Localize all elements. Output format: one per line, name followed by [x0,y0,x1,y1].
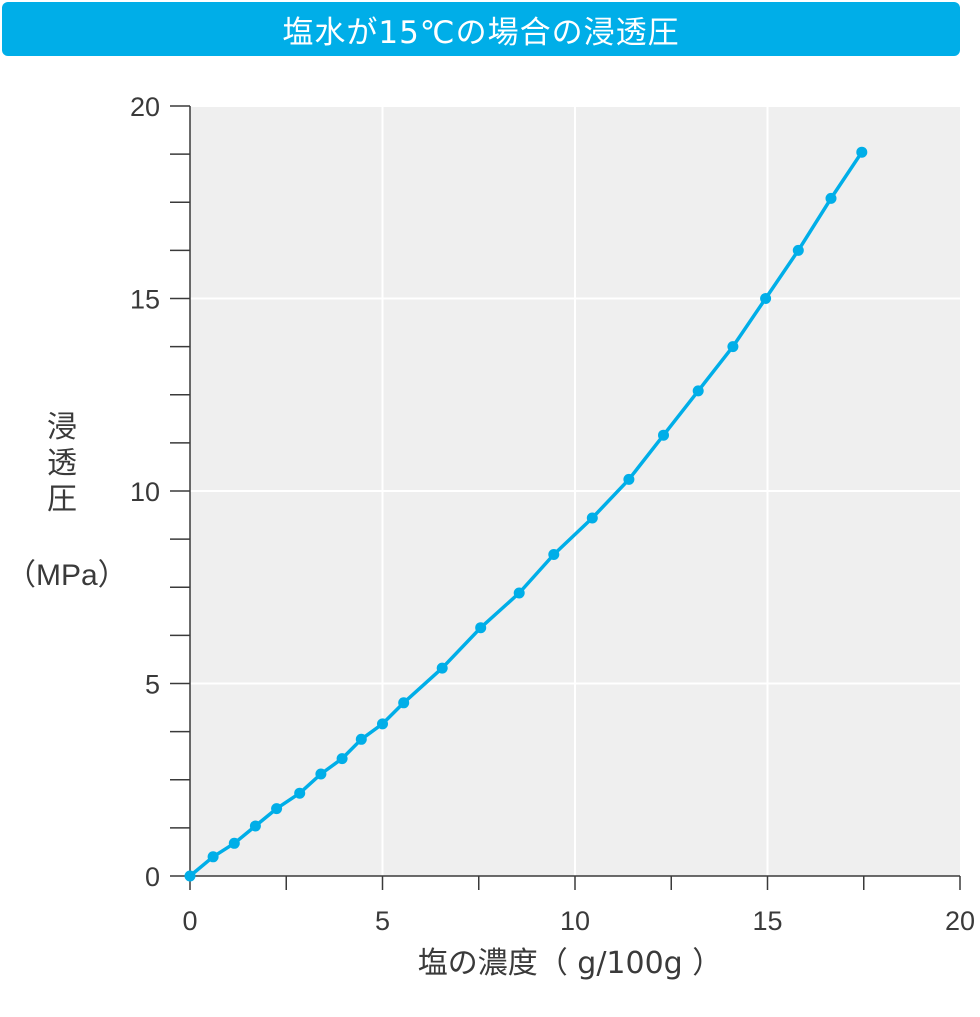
x-tick-label: 0 [182,906,197,936]
y-axis-title-block: 浸透圧 （MPa） [6,410,128,594]
data-point [727,341,739,353]
data-point [548,549,560,560]
data-point [184,870,196,882]
data-series [184,146,868,882]
data-point [586,512,598,524]
data-point [658,429,669,441]
data-point [513,587,525,599]
chart-title: 塩水が15℃の場合の浸透圧 [282,14,680,51]
data-point [271,803,283,815]
y-axis-unit: （MPa） [6,559,128,592]
data-point [692,385,704,397]
y-tick-label: 0 [145,862,160,892]
data-point [436,662,448,674]
x-tick-label: 10 [560,906,590,936]
title-banner: 塩水が15℃の場合の浸透圧 [2,2,960,56]
data-point [398,697,410,709]
tick-labels: 0 5 10 15 20 0 5 10 15 20 [130,92,975,936]
grid-lines [190,105,960,876]
x-tick-label: 5 [375,906,390,936]
data-point [825,192,837,204]
data-point [792,244,804,256]
x-tick-label: 15 [752,906,782,936]
data-point [249,820,261,832]
data-point [355,733,367,745]
data-point [228,837,240,849]
data-point [315,768,327,780]
x-tick-label: 20 [945,906,975,936]
data-point [207,851,219,863]
x-axis-title: 塩の濃度（ g/100g ） [418,946,723,981]
data-point [760,293,772,304]
y-tick-label: 15 [130,285,160,315]
y-tick-label: 10 [130,477,160,507]
data-point [856,146,868,158]
data-point [294,787,306,799]
y-axis-title: 浸透圧 [47,410,77,517]
data-point [336,753,348,765]
data-point [623,473,635,485]
y-tick-label: 20 [130,92,160,122]
data-point [475,622,487,634]
data-point [377,718,388,730]
y-tick-label: 5 [145,670,160,700]
